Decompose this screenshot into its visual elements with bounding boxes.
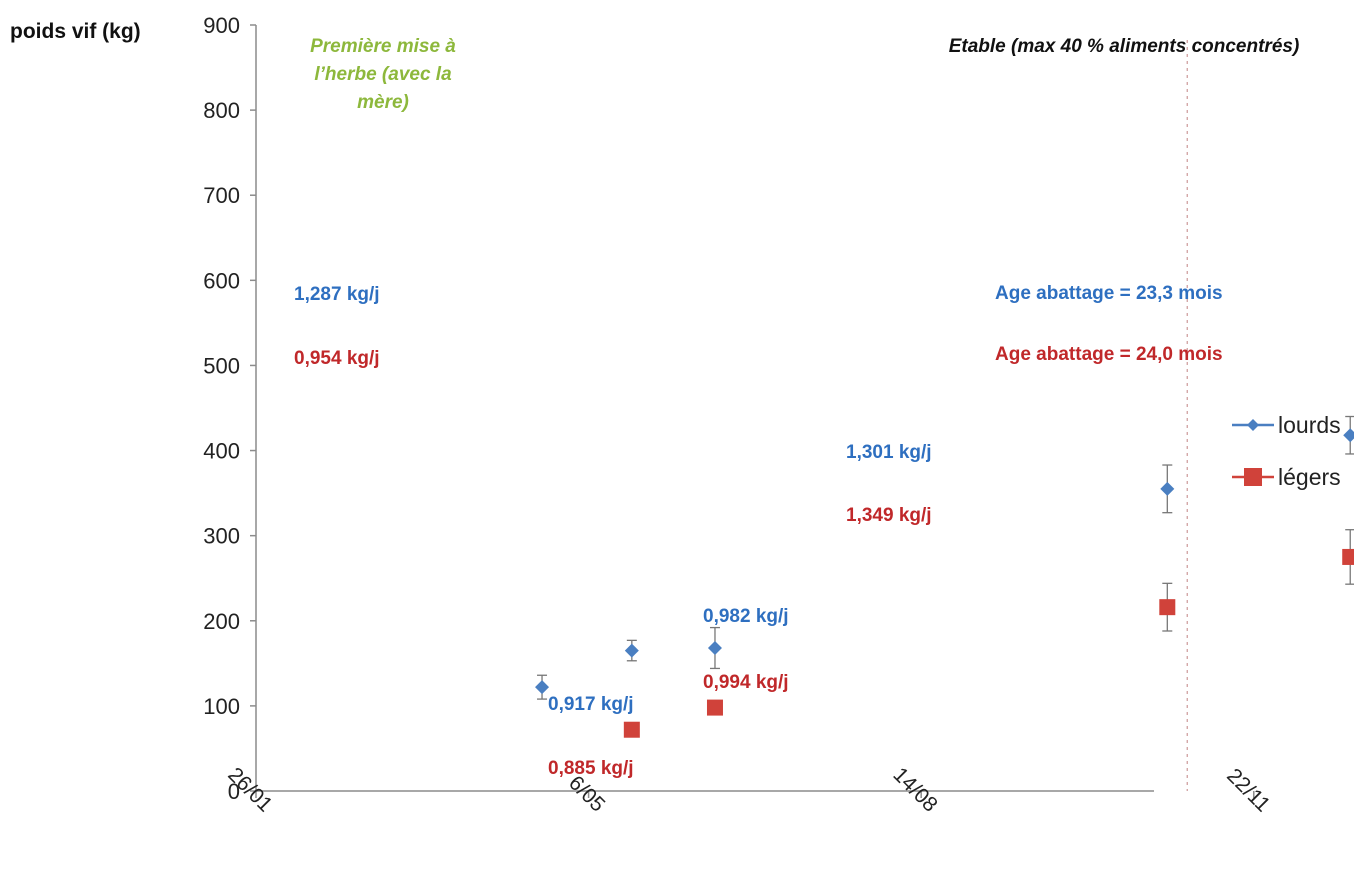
period-labels: Première mise à l’herbe (avec la mère) Etab… [310,36,1300,113]
rate-annotation: Age abattage = 24,0 mois [995,344,1223,365]
y-tick-label: 500 [203,353,240,378]
rate-annotation: Age abattage = 23,3 mois [995,283,1223,304]
rate-annotation: 0,885 kg/j [548,758,634,779]
data-point-lourds [1343,428,1354,443]
y-tick-label: 100 [203,694,240,719]
rate-annotation: 0,994 kg/j [703,672,789,693]
data-point-lourds [707,641,722,656]
data-point-légers [1159,599,1176,616]
y-axis-label: poids vif (kg) [10,20,141,43]
x-tick-label: 22/11 [1222,764,1274,816]
rate-annotation: 1,287 kg/j [294,284,380,305]
rate-annotation: 0,917 kg/j [548,694,634,715]
y-tick-label: 300 [203,524,240,549]
data-point-lourds [1160,481,1175,496]
axes [255,25,1154,792]
data-point-légers [706,699,723,716]
period-label: Etable (max 40 % aliments concentrés) [949,36,1300,57]
period-label: mère) [357,92,409,113]
y-tick-label: 900 [203,13,240,38]
x-ticks: 26/016/0514/0822/112/0310/0618/0927/126/… [223,763,1274,816]
rate-annotation: 0,954 kg/j [294,348,380,369]
period-separators [1186,40,1188,791]
data-point-légers [1342,548,1354,565]
error-bars [537,415,1354,716]
data-point-lourds [624,643,639,658]
y-tick-label: 400 [203,439,240,464]
rate-annotations: 1,287 kg/j 0,954 kg/j 0,917 kg/j 0,885 kg/j… [294,283,1223,779]
y-tick-label: 800 [203,98,240,123]
period-label: Première mise à [310,36,456,57]
data-point-légers [623,721,640,738]
legend-marker-légers [1244,468,1262,486]
rate-annotation: 1,301 kg/j [846,442,932,463]
legend-label-lourds: lourds [1278,412,1341,438]
rate-annotation: 0,982 kg/j [703,606,789,627]
legend-marker-lourds [1247,419,1259,431]
y-tick-label: 700 [203,183,240,208]
rate-annotation: 1,349 kg/j [846,505,932,526]
data-point-lourds [535,680,550,695]
period-label: l’herbe (avec la [314,64,452,85]
y-tick-label: 200 [203,609,240,634]
legend: lourds légers [1232,412,1341,490]
y-ticks: 0 100 200 300 400 500 600 700 800 900 [203,13,256,804]
y-tick-label: 0 [228,779,240,804]
series-markers [535,428,1354,738]
legend-label-légers: légers [1278,464,1341,490]
x-tick-label: 14/08 [888,763,941,816]
y-tick-label: 600 [203,268,240,293]
